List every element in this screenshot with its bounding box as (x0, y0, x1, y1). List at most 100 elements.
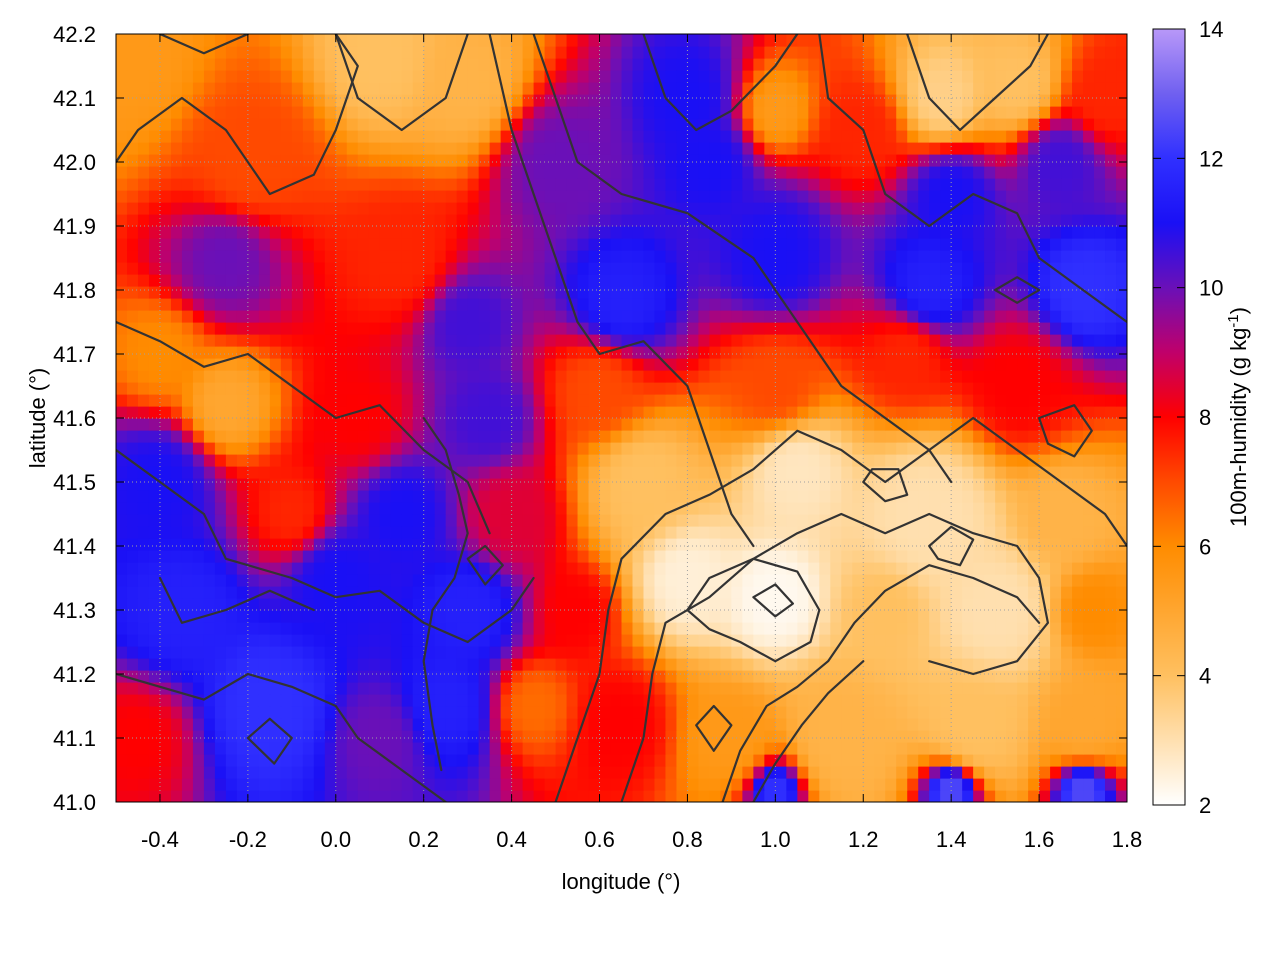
heatmap-cell (434, 274, 447, 287)
heatmap-cell (467, 310, 480, 323)
heatmap-cell (753, 754, 765, 767)
heatmap-cell (687, 706, 700, 719)
heatmap-cell (907, 478, 919, 491)
heatmap-cell (544, 178, 557, 191)
heatmap-cell (1050, 526, 1062, 539)
heatmap-cell (874, 718, 886, 731)
heatmap-cell (775, 442, 787, 455)
heatmap-cell (544, 442, 557, 455)
heatmap-cell (247, 418, 260, 431)
heatmap-cell (192, 382, 205, 395)
heatmap-cell (687, 754, 700, 767)
heatmap-cell (841, 706, 853, 719)
heatmap-cell (797, 382, 809, 395)
heatmap-cell (1039, 466, 1051, 479)
heatmap-cell (247, 718, 260, 731)
heatmap-cell (456, 646, 469, 659)
heatmap-cell (665, 274, 678, 287)
heatmap-cell (874, 706, 886, 719)
heatmap-cell (687, 262, 700, 275)
heatmap-cell (1105, 658, 1117, 671)
heatmap-cell (973, 586, 985, 599)
heatmap-cell (709, 682, 721, 695)
heatmap-cell (742, 742, 754, 755)
heatmap-cell (511, 214, 524, 227)
heatmap-cell (753, 634, 765, 647)
heatmap-cell (390, 466, 403, 479)
heatmap-cell (632, 670, 645, 683)
heatmap-cell (698, 274, 711, 287)
heatmap-cell (313, 478, 326, 491)
heatmap-cell (940, 610, 952, 623)
heatmap-cell (764, 442, 776, 455)
heatmap-cell (665, 250, 678, 263)
heatmap-cell (863, 682, 875, 695)
heatmap-cell (1094, 358, 1106, 371)
heatmap-cell (456, 790, 469, 802)
heatmap-cell (973, 490, 985, 503)
heatmap-cell (225, 694, 238, 707)
heatmap-cell (126, 478, 139, 491)
heatmap-cell (588, 310, 601, 323)
heatmap-cell (456, 262, 469, 275)
heatmap-cell (379, 382, 392, 395)
heatmap-cell (797, 562, 809, 575)
heatmap-cell (940, 178, 952, 191)
heatmap-cell (291, 178, 304, 191)
heatmap-cell (995, 586, 1007, 599)
heatmap-cell (665, 154, 678, 167)
heatmap-cell (148, 658, 161, 671)
heatmap-cell (368, 430, 381, 443)
heatmap-cell (698, 682, 711, 695)
heatmap-cell (302, 286, 315, 299)
heatmap-cell (1061, 394, 1073, 407)
heatmap-cell (533, 298, 546, 311)
heatmap-cell (500, 586, 513, 599)
heatmap-cell (951, 754, 963, 767)
heatmap-cell (170, 610, 183, 623)
heatmap-cell (203, 550, 216, 563)
heatmap-cell (731, 382, 743, 395)
heatmap-cell (335, 322, 348, 335)
heatmap-cell (940, 250, 952, 263)
heatmap-cell (544, 286, 557, 299)
heatmap-cell (819, 610, 831, 623)
heatmap-cell (819, 646, 831, 659)
heatmap-cell (500, 166, 513, 179)
heatmap-cell (764, 250, 776, 263)
heatmap-cell (423, 358, 436, 371)
heatmap-cell (291, 334, 304, 347)
heatmap-cell (962, 346, 974, 359)
heatmap-cell (522, 166, 535, 179)
heatmap-cell (896, 454, 908, 467)
heatmap-cell (159, 502, 172, 515)
heatmap-cell (192, 442, 205, 455)
heatmap-cell (148, 298, 161, 311)
heatmap-cell (192, 610, 205, 623)
heatmap-cell (236, 754, 249, 767)
heatmap-cell (1061, 694, 1073, 707)
heatmap-cell (632, 370, 645, 383)
heatmap-cell (544, 550, 557, 563)
heatmap-cell (621, 550, 634, 563)
heatmap-cell (203, 730, 216, 743)
heatmap-cell (687, 214, 700, 227)
heatmap-cell (764, 574, 776, 587)
heatmap-cell (445, 586, 458, 599)
heatmap-cell (643, 790, 656, 802)
heatmap-cell (291, 622, 304, 635)
heatmap-cell (1072, 526, 1084, 539)
heatmap-cell (984, 742, 996, 755)
heatmap-cell (137, 262, 150, 275)
heatmap-cell (533, 526, 546, 539)
heatmap-cell (742, 298, 754, 311)
heatmap-cell (346, 214, 359, 227)
heatmap-cell (379, 682, 392, 695)
heatmap-cell (852, 430, 864, 443)
heatmap-cell (247, 754, 260, 767)
heatmap-cell (280, 322, 293, 335)
heatmap-cell (720, 226, 732, 239)
heatmap-cell (621, 154, 634, 167)
heatmap-cell (797, 526, 809, 539)
heatmap-cell (313, 622, 326, 635)
